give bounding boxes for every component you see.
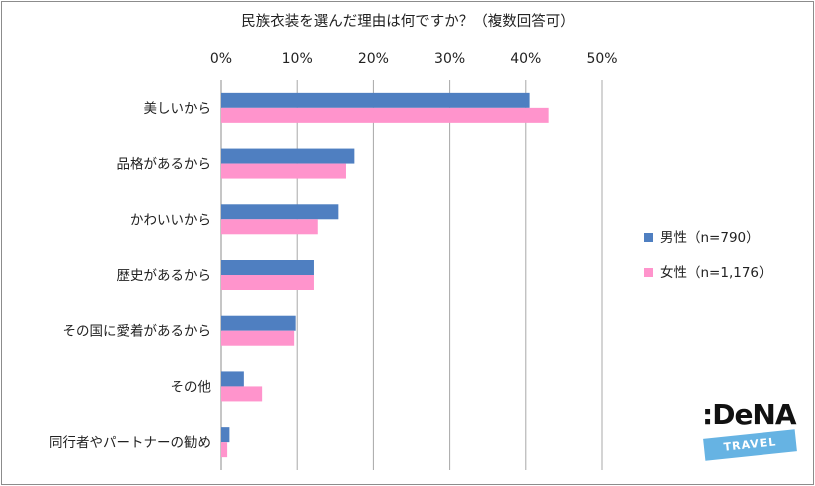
dena-travel-logo: :DeNA TRAVEL: [700, 398, 800, 466]
category-label: 同行者やパートナーの勧め: [49, 434, 211, 451]
category-label: その国に愛着があるから: [63, 323, 212, 340]
x-axis-ticks: 0% 10% 20% 30% 40% 50%: [210, 51, 618, 67]
bar: [221, 163, 346, 179]
legend-swatch: [644, 233, 653, 242]
category-label: 品格があるから: [117, 157, 212, 173]
bar: [221, 148, 355, 164]
legend-label: 女性（n=1,176）: [660, 264, 773, 281]
x-tick-label: 20%: [358, 51, 389, 67]
category-label: その他: [171, 379, 212, 395]
bar: [221, 371, 244, 387]
category-label: かわいいから: [130, 212, 211, 228]
category-labels: 美しいから品格があるからかわいいから歴史があるからその国に愛着があるからその他同…: [49, 101, 211, 451]
bar: [221, 92, 530, 108]
logo-tag: TRAVEL: [703, 429, 797, 461]
bar: [221, 442, 228, 458]
bar: [221, 219, 318, 235]
legend-label: 男性（n=790）: [660, 230, 760, 246]
bar: [221, 386, 263, 402]
bar: [221, 330, 295, 346]
bar: [221, 204, 339, 220]
logo-wordmark: :DeNA: [702, 398, 797, 431]
chart-title: 民族衣装を選んだ理由は何ですか？（複数回答可）: [241, 13, 575, 30]
x-tick-label: 50%: [586, 51, 617, 67]
bar: [221, 275, 314, 290]
bar: [221, 427, 230, 443]
legend-swatch: [644, 268, 653, 277]
x-tick-label: 40%: [510, 51, 541, 67]
bars: [221, 92, 549, 458]
legend: 男性（n=790） 女性（n=1,176）: [644, 230, 773, 281]
x-tick-label: 10%: [282, 51, 313, 67]
bar: [221, 315, 296, 331]
gridlines: [220, 80, 603, 470]
x-tick-label: 30%: [434, 51, 465, 67]
bar: [221, 107, 549, 123]
category-label: 美しいから: [144, 101, 212, 117]
bar: [221, 260, 314, 275]
category-label: 歴史があるから: [117, 268, 212, 284]
x-tick-label: 0%: [210, 51, 232, 67]
